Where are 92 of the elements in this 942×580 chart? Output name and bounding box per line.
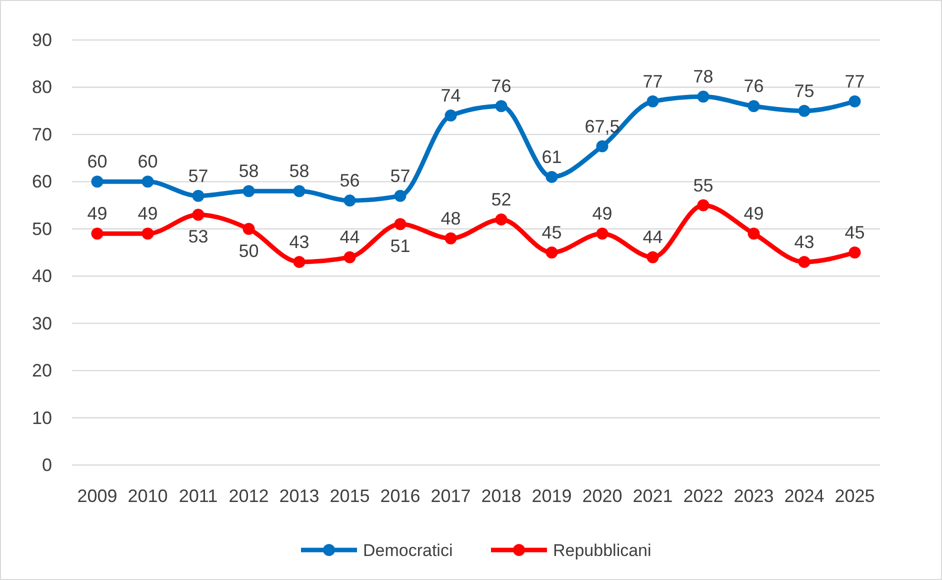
- y-tick-label: 60: [32, 172, 52, 192]
- point: [192, 190, 204, 202]
- point: [495, 213, 508, 226]
- point: [394, 218, 406, 230]
- point: [748, 100, 760, 112]
- point: [546, 170, 558, 183]
- data-label: 44: [642, 227, 663, 248]
- point: [242, 222, 255, 235]
- data-label: 76: [744, 76, 764, 96]
- point: [697, 90, 710, 103]
- data-label: 48: [440, 208, 461, 228]
- data-label: 43: [289, 232, 310, 252]
- point: [697, 199, 710, 212]
- point: [646, 251, 659, 264]
- point: [798, 256, 810, 268]
- point: [293, 256, 306, 268]
- point: [596, 140, 608, 152]
- point: [91, 176, 104, 188]
- data-label: 78: [693, 66, 714, 87]
- y-tick-label: 20: [32, 360, 52, 381]
- x-tick-label: 2009: [77, 486, 118, 506]
- data-label: 67,5: [584, 116, 620, 136]
- x-tick-label: 2013: [279, 486, 320, 506]
- point: [344, 251, 356, 264]
- x-tick-label: 2010: [128, 486, 168, 506]
- point: [192, 208, 204, 221]
- data-label: 49: [87, 204, 108, 224]
- x-tick-label: 2022: [683, 486, 724, 506]
- x-tick-label: 2018: [481, 486, 522, 506]
- point: [344, 194, 356, 207]
- x-tick-label: 2023: [734, 486, 774, 506]
- data-label: 44: [340, 227, 360, 248]
- data-label: 53: [188, 226, 208, 247]
- y-tick-label: 10: [32, 408, 52, 428]
- data-label: 49: [138, 204, 158, 224]
- x-tick-label: 2017: [430, 486, 471, 506]
- point: [293, 185, 306, 198]
- point: [444, 110, 457, 122]
- x-tick-label: 2015: [330, 486, 370, 506]
- point: [596, 228, 608, 240]
- point: [242, 185, 255, 198]
- point: [444, 232, 457, 244]
- x-tick-label: 2020: [582, 486, 622, 506]
- point: [646, 95, 659, 108]
- data-label: 58: [289, 161, 310, 182]
- legend-label: Repubblicani: [553, 541, 652, 560]
- x-tick-label: 2025: [834, 486, 875, 506]
- x-tick-label: 2019: [532, 486, 572, 506]
- point: [748, 228, 760, 240]
- data-label: 49: [592, 204, 612, 224]
- x-tick-label: 2024: [784, 486, 824, 506]
- data-label: 74: [440, 86, 461, 106]
- y-tick-label: 50: [32, 218, 52, 239]
- data-label: 55: [693, 175, 714, 196]
- x-tick-label: 2021: [632, 486, 673, 506]
- x-tick-label: 2012: [228, 486, 269, 506]
- point: [495, 100, 508, 112]
- data-label: 49: [744, 204, 764, 224]
- point: [91, 228, 104, 240]
- y-tick-label: 80: [32, 77, 52, 98]
- data-label: 45: [542, 222, 562, 242]
- data-label: 50: [238, 240, 259, 261]
- data-label: 52: [491, 189, 512, 210]
- data-label: 43: [794, 232, 814, 252]
- point: [848, 95, 861, 108]
- y-tick-label: 90: [32, 30, 52, 50]
- data-label: 58: [238, 161, 259, 182]
- y-tick-label: 70: [32, 124, 52, 144]
- point: [848, 246, 861, 258]
- data-label: 45: [844, 222, 865, 242]
- data-label: 60: [87, 152, 108, 172]
- data-label: 76: [491, 76, 512, 96]
- point: [142, 176, 154, 188]
- y-tick-label: 30: [32, 313, 52, 334]
- y-tick-label: 0: [42, 455, 52, 475]
- point: [394, 190, 406, 202]
- data-label: 51: [390, 236, 410, 256]
- point: [798, 104, 810, 117]
- data-label: 56: [340, 170, 360, 191]
- x-tick-label: 2011: [178, 486, 218, 506]
- data-label: 60: [138, 152, 158, 172]
- data-label: 57: [188, 166, 208, 186]
- data-label: 77: [844, 71, 865, 92]
- data-label: 57: [390, 166, 410, 186]
- data-label: 75: [794, 80, 814, 101]
- y-tick-label: 40: [32, 266, 52, 286]
- data-label: 61: [542, 146, 562, 167]
- x-tick-label: 2016: [380, 486, 420, 506]
- point: [546, 246, 558, 258]
- legend-label: Democratici: [363, 541, 453, 560]
- point: [142, 228, 154, 240]
- data-label: 77: [642, 71, 663, 92]
